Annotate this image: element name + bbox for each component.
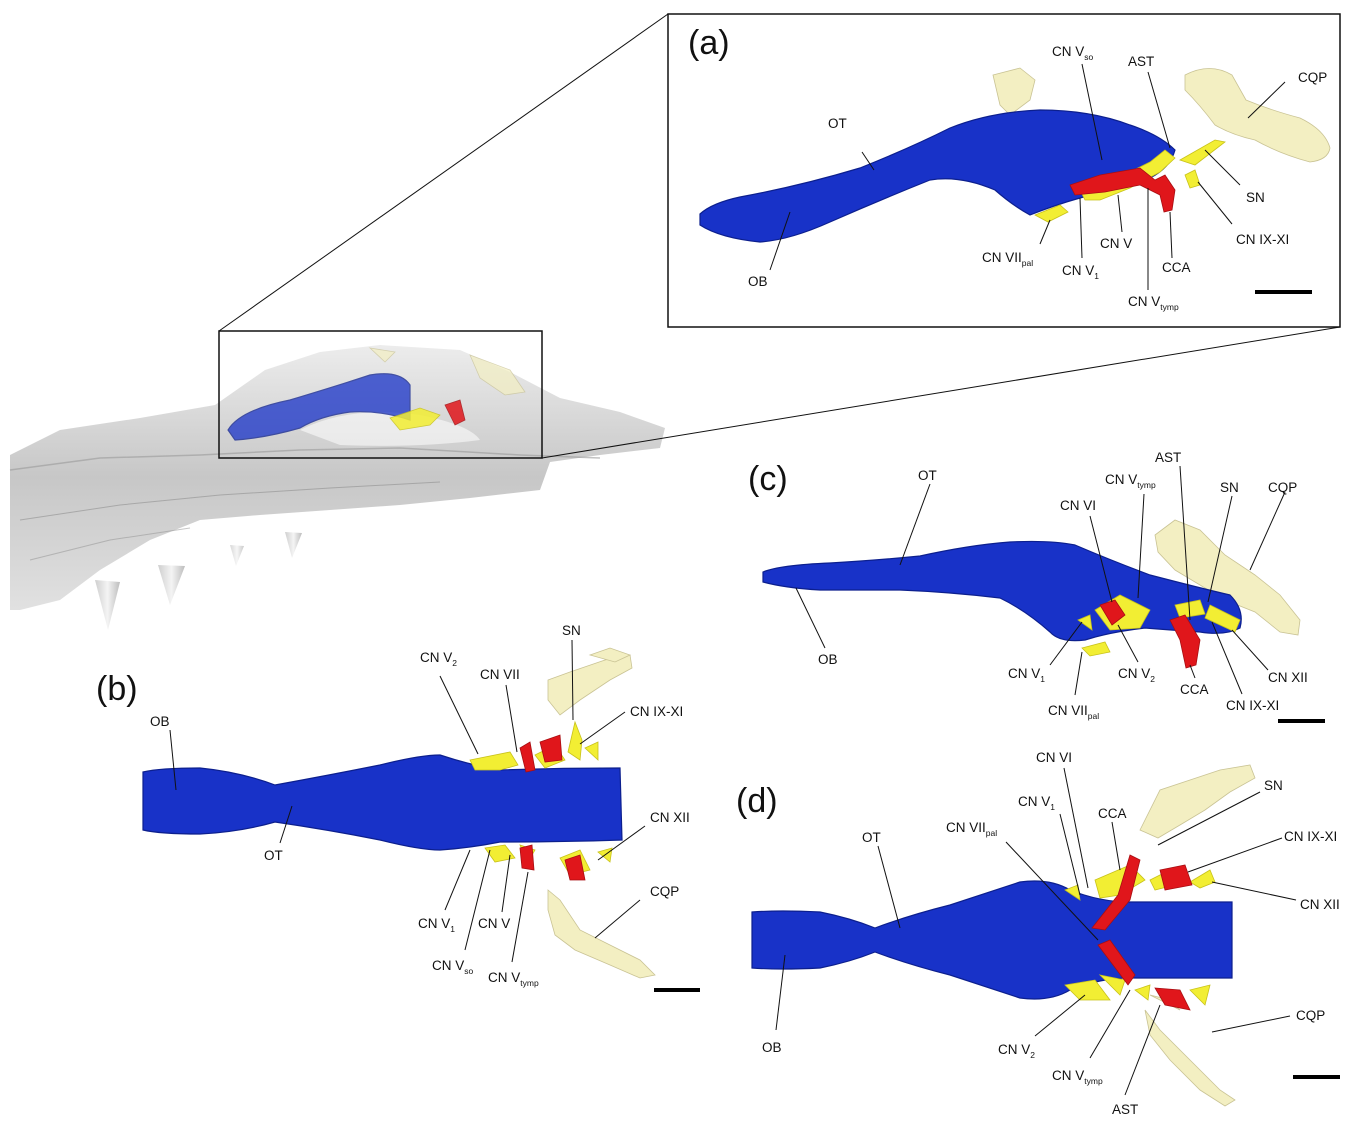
label-cn-vi: CN VI [1036,750,1072,765]
label-cn-v2: CN V2 [1118,666,1155,684]
panel-a-letter: (a) [688,24,730,62]
label-cn-vtymp: CN Vtymp [488,970,539,988]
label-ob: OB [818,652,838,667]
skull-render [9,345,665,630]
label-cn-xii: CN XII [1268,670,1308,685]
brain-endocast-a [699,109,1176,243]
label-cqp: CQP [1296,1008,1325,1023]
label-cn-ix-xi: CN IX-XI [630,704,683,719]
label-cn-vii-pal: CN VIIpal [1048,703,1099,721]
label-ot: OT [828,116,847,131]
label-cqp: CQP [1268,480,1297,495]
panel-d: (d) OT OB CN VIIpal CN V1 CN VI CCA SN C… [736,750,1340,1117]
label-cqp: CQP [1298,70,1327,85]
label-cn-v1: CN V1 [1008,666,1045,684]
artery-b [539,734,563,763]
label-cn-v1: CN V1 [418,916,455,934]
panel-b-letter: (b) [96,670,138,708]
label-cn-ix-xi: CN IX-XI [1236,232,1289,247]
label-ast: AST [1155,450,1181,465]
label-cn-v: CN V [478,916,510,931]
label-cca: CCA [1162,260,1191,275]
panel-a-frame [667,13,1341,328]
label-sn: SN [562,623,581,638]
inset-box [218,330,543,459]
label-cn-vi: CN VI [1060,498,1096,513]
label-cn-vii-pal: CN VIIpal [946,820,997,838]
panel-c-letter: (c) [748,460,788,498]
label-cn-xii: CN XII [1300,897,1340,912]
label-ast: AST [1128,54,1154,69]
label-cqp: CQP [650,884,679,899]
cqp-bone-a [1184,68,1331,163]
label-cca: CCA [1098,806,1127,821]
artery-d [1091,854,1141,931]
label-cca: CCA [1180,682,1209,697]
panel-c: (c) OT OB AST CN Vtymp CN VI SN CQP CN V… [748,450,1325,723]
label-cn-v1: CN V1 [1062,263,1099,281]
label-cn-v2: CN V2 [420,650,457,668]
panel-a: (a) OT OB CN Vso AST CQP SN CN IX-XI CN … [667,13,1341,328]
label-cn-v: CN V [1100,236,1132,251]
label-cn-vtymp: CN Vtymp [1128,294,1179,312]
cqp-bone-c [1154,519,1301,636]
label-ot: OT [264,848,283,863]
label-cn-vtymp: CN Vtymp [1105,472,1156,490]
panel-b: (b) OB OT CN V2 CN VII SN CN IX-XI CN XI… [96,623,700,992]
label-ast: AST [1112,1102,1138,1117]
cqp-bone-b [547,889,656,979]
panel-d-letter: (d) [736,782,778,820]
label-ob: OB [150,714,170,729]
label-cn-v2: CN V2 [998,1042,1035,1060]
label-cn-ix-xi: CN IX-XI [1284,829,1337,844]
label-cn-v1: CN V1 [1018,794,1055,812]
label-ob: OB [762,1040,782,1055]
label-ob: OB [748,274,768,289]
label-cn-vii: CN VII [480,667,520,682]
label-cn-xii: CN XII [650,810,690,825]
label-cn-vii-pal: CN VIIpal [982,250,1033,268]
artery-a [1069,167,1176,213]
label-ot: OT [918,468,937,483]
label-ot: OT [862,830,881,845]
label-sn: SN [1246,190,1265,205]
label-cn-vtymp: CN Vtymp [1052,1068,1103,1086]
label-cn-ix-xi: CN IX-XI [1226,698,1279,713]
brain-endocast-d [751,880,1233,1000]
cqp-bone-d [1144,1009,1236,1107]
label-cn-vso: CN Vso [1052,44,1094,62]
label-cn-vso: CN Vso [432,958,474,976]
artery-c [1099,599,1126,626]
label-sn: SN [1220,480,1239,495]
label-sn: SN [1264,778,1283,793]
brain-endocast-b [142,754,623,851]
